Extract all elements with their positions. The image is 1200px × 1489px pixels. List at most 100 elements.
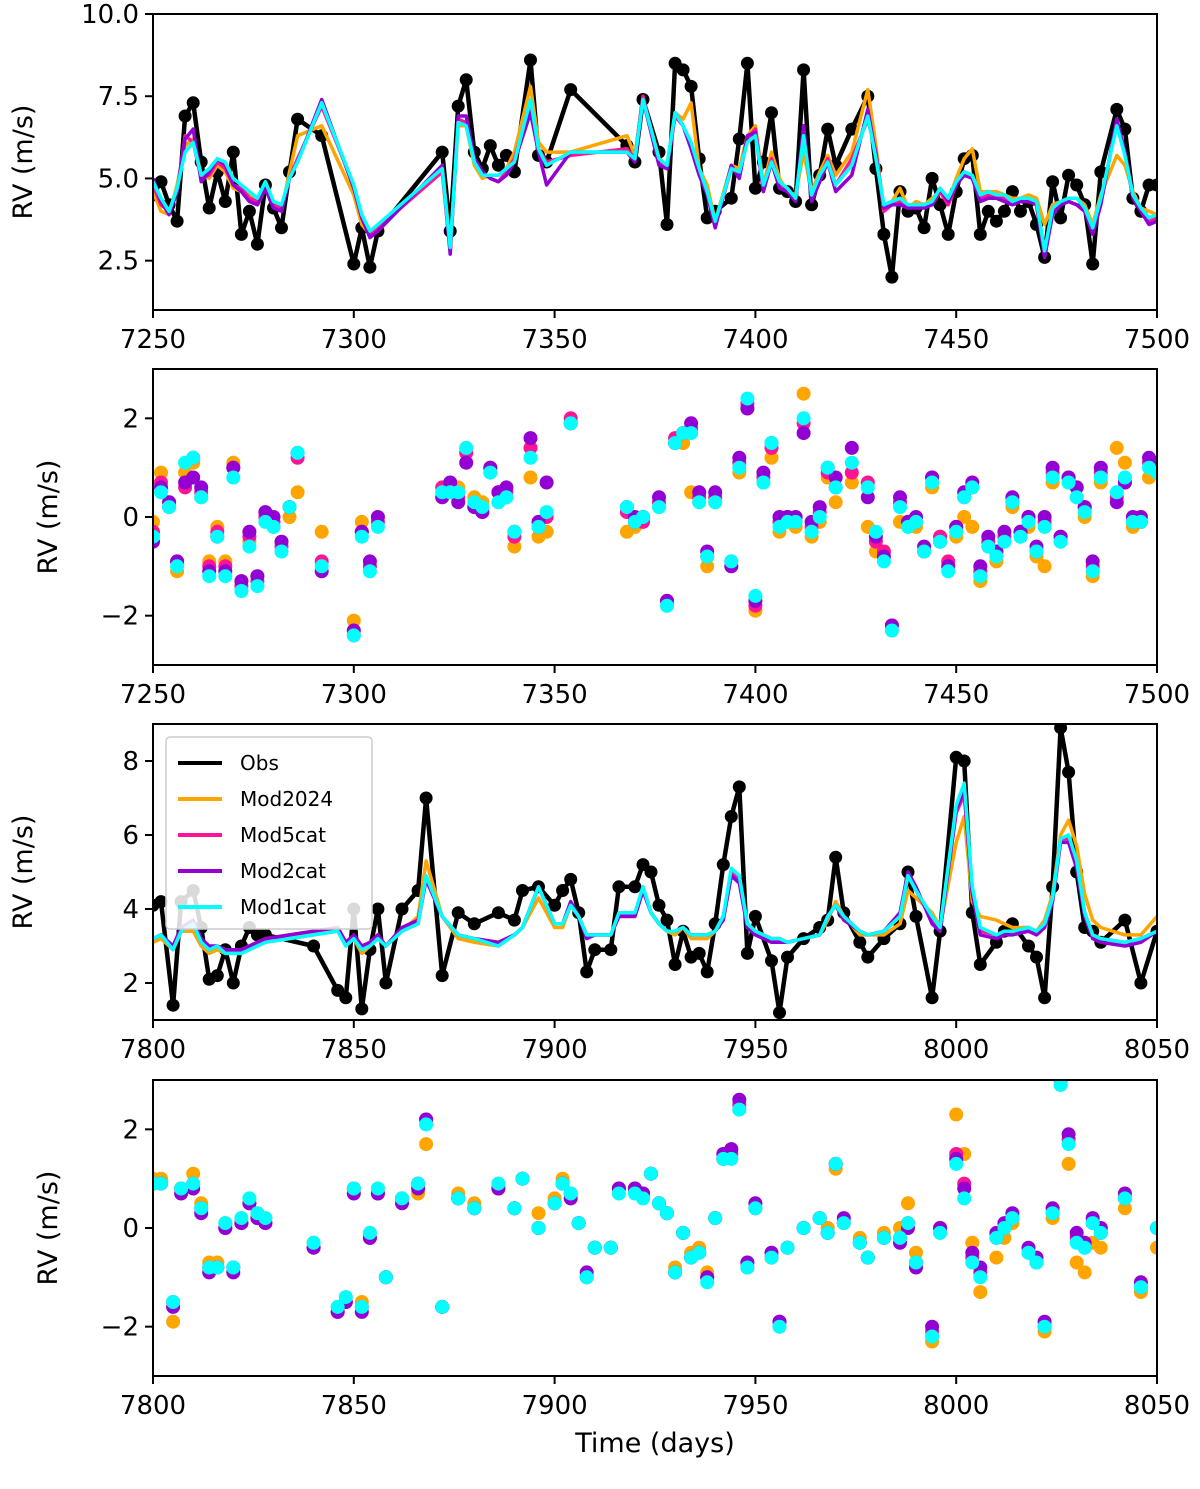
- data-point-mod1cat: [732, 460, 747, 475]
- panel-3: 7800 7850 7900 7950 8000 8050 2 4 6 8 RV (m/s) Obs M…: [8, 723, 1190, 1065]
- y-tick-label: 6: [122, 821, 139, 851]
- data-point-mod1cat: [370, 519, 385, 534]
- data-point-obs: [1134, 976, 1148, 990]
- data-point-mod1cat: [354, 529, 369, 544]
- data-point-mod1cat: [652, 1196, 666, 1211]
- data-point-obs: [419, 791, 433, 805]
- data-point-mod1cat: [981, 539, 996, 554]
- data-point-mod1cat: [668, 1265, 683, 1280]
- data-point-mod1cat: [531, 519, 546, 534]
- data-point-mod2cat: [186, 470, 201, 485]
- data-point-mod1cat: [820, 460, 835, 475]
- data-point-mod1cat: [1150, 465, 1157, 480]
- data-point-obs: [1110, 102, 1124, 116]
- x-tick-label: 7350: [522, 325, 588, 355]
- data-point-mod1cat: [154, 485, 168, 500]
- data-point-mod1cat: [242, 1191, 257, 1206]
- axes-frame: [152, 13, 1158, 311]
- data-point-mod1cat: [411, 1176, 426, 1191]
- x-axis-label: Time (days): [574, 1428, 734, 1459]
- data-point-mod2024: [186, 1166, 201, 1181]
- x-tick-label: 7800: [120, 1035, 186, 1065]
- data-point-obs: [973, 227, 987, 241]
- data-point-obs: [1054, 724, 1068, 735]
- data-point-obs: [483, 139, 497, 153]
- data-point-mod1cat: [153, 529, 160, 544]
- data-point-obs: [355, 1002, 369, 1016]
- data-point-mod2cat: [1085, 554, 1100, 569]
- data-point-obs: [588, 943, 602, 957]
- data-point-mod2024: [346, 613, 361, 628]
- data-point-mod2cat: [443, 475, 458, 490]
- data-point-mod2024: [507, 539, 522, 554]
- data-point-mod1cat: [1117, 1191, 1132, 1206]
- data-point-mod1cat: [499, 490, 514, 505]
- data-point-mod1cat: [194, 1201, 209, 1216]
- data-point-mod1cat: [788, 514, 803, 529]
- data-point-mod2cat: [981, 529, 996, 544]
- data-point-mod1cat: [459, 440, 474, 455]
- x-tick-label: 7400: [722, 325, 788, 355]
- data-point-obs: [997, 204, 1011, 218]
- data-point-mod1cat: [684, 426, 699, 441]
- data-point-obs: [210, 969, 224, 983]
- data-point-obs: [692, 946, 706, 960]
- data-point-mod1cat: [226, 1260, 241, 1275]
- data-point-mod2cat: [925, 1319, 940, 1334]
- y-tick-label: 0: [122, 1214, 139, 1244]
- data-point-mod1cat: [812, 1211, 827, 1226]
- data-point-mod1cat: [844, 455, 859, 470]
- x-tick-label: 7450: [923, 325, 989, 355]
- data-point-mod1cat: [435, 1299, 450, 1314]
- data-point-obs: [291, 112, 305, 126]
- data-point-mod1cat: [1093, 1225, 1108, 1240]
- data-point-mod2cat: [756, 465, 771, 480]
- data-point-mod1cat: [1021, 1245, 1036, 1260]
- data-point-mod2024: [1061, 1156, 1076, 1171]
- data-point-obs: [580, 965, 594, 979]
- data-point-mod1cat: [1053, 534, 1068, 549]
- data-point-mod2cat: [652, 490, 666, 505]
- data-point-mod2024: [282, 510, 297, 524]
- data-point-mod1cat: [917, 544, 932, 559]
- data-point-mod2cat: [692, 485, 707, 500]
- data-point-obs: [957, 754, 971, 768]
- data-point-mod2cat: [1069, 1225, 1084, 1240]
- data-point-mod2cat: [684, 416, 699, 431]
- data-point-obs: [186, 96, 200, 110]
- data-point-mod1cat: [1150, 1221, 1157, 1235]
- x-tick-label: 7800: [120, 1391, 186, 1421]
- series-line-mod2024: [153, 84, 1157, 250]
- data-point-obs: [166, 998, 180, 1012]
- data-point-mod1cat: [1013, 529, 1028, 544]
- data-point-mod1cat: [828, 1156, 843, 1171]
- data-point-mod1cat: [1045, 1206, 1060, 1221]
- data-point-mod1cat: [274, 544, 289, 559]
- data-point-mod1cat: [965, 1255, 980, 1270]
- data-point-mod2024: [1109, 440, 1124, 455]
- data-point-mod1cat: [708, 495, 723, 510]
- x-tick-label: 7250: [120, 325, 186, 355]
- data-point-mod1cat: [587, 1240, 602, 1255]
- data-point-mod1cat: [186, 450, 201, 465]
- data-point-mod1cat: [949, 524, 964, 539]
- data-point-mod1cat: [539, 505, 554, 520]
- data-point-mod2024: [973, 1285, 988, 1300]
- data-point-obs: [684, 79, 698, 93]
- series-line-mod1cat: [153, 97, 1157, 253]
- data-point-mod1cat: [166, 1295, 181, 1309]
- x-tick-label: 8050: [1124, 1035, 1190, 1065]
- legend-label: Obs: [240, 751, 279, 775]
- legend-item-mod1cat: Mod1cat: [178, 895, 326, 919]
- x-tick-label: 7900: [522, 1391, 588, 1421]
- data-point-mod2024: [844, 475, 859, 490]
- data-point-obs: [491, 158, 505, 172]
- y-tick-label: 10.0: [81, 0, 139, 30]
- data-point-mod1cat: [1053, 1080, 1068, 1092]
- data-point-obs: [748, 909, 762, 923]
- data-point-obs: [885, 270, 899, 284]
- data-point-mod1cat: [636, 510, 650, 524]
- data-point-obs: [307, 939, 321, 953]
- plot-area: [153, 1080, 1157, 1349]
- y-tick-label: −2: [101, 1313, 139, 1343]
